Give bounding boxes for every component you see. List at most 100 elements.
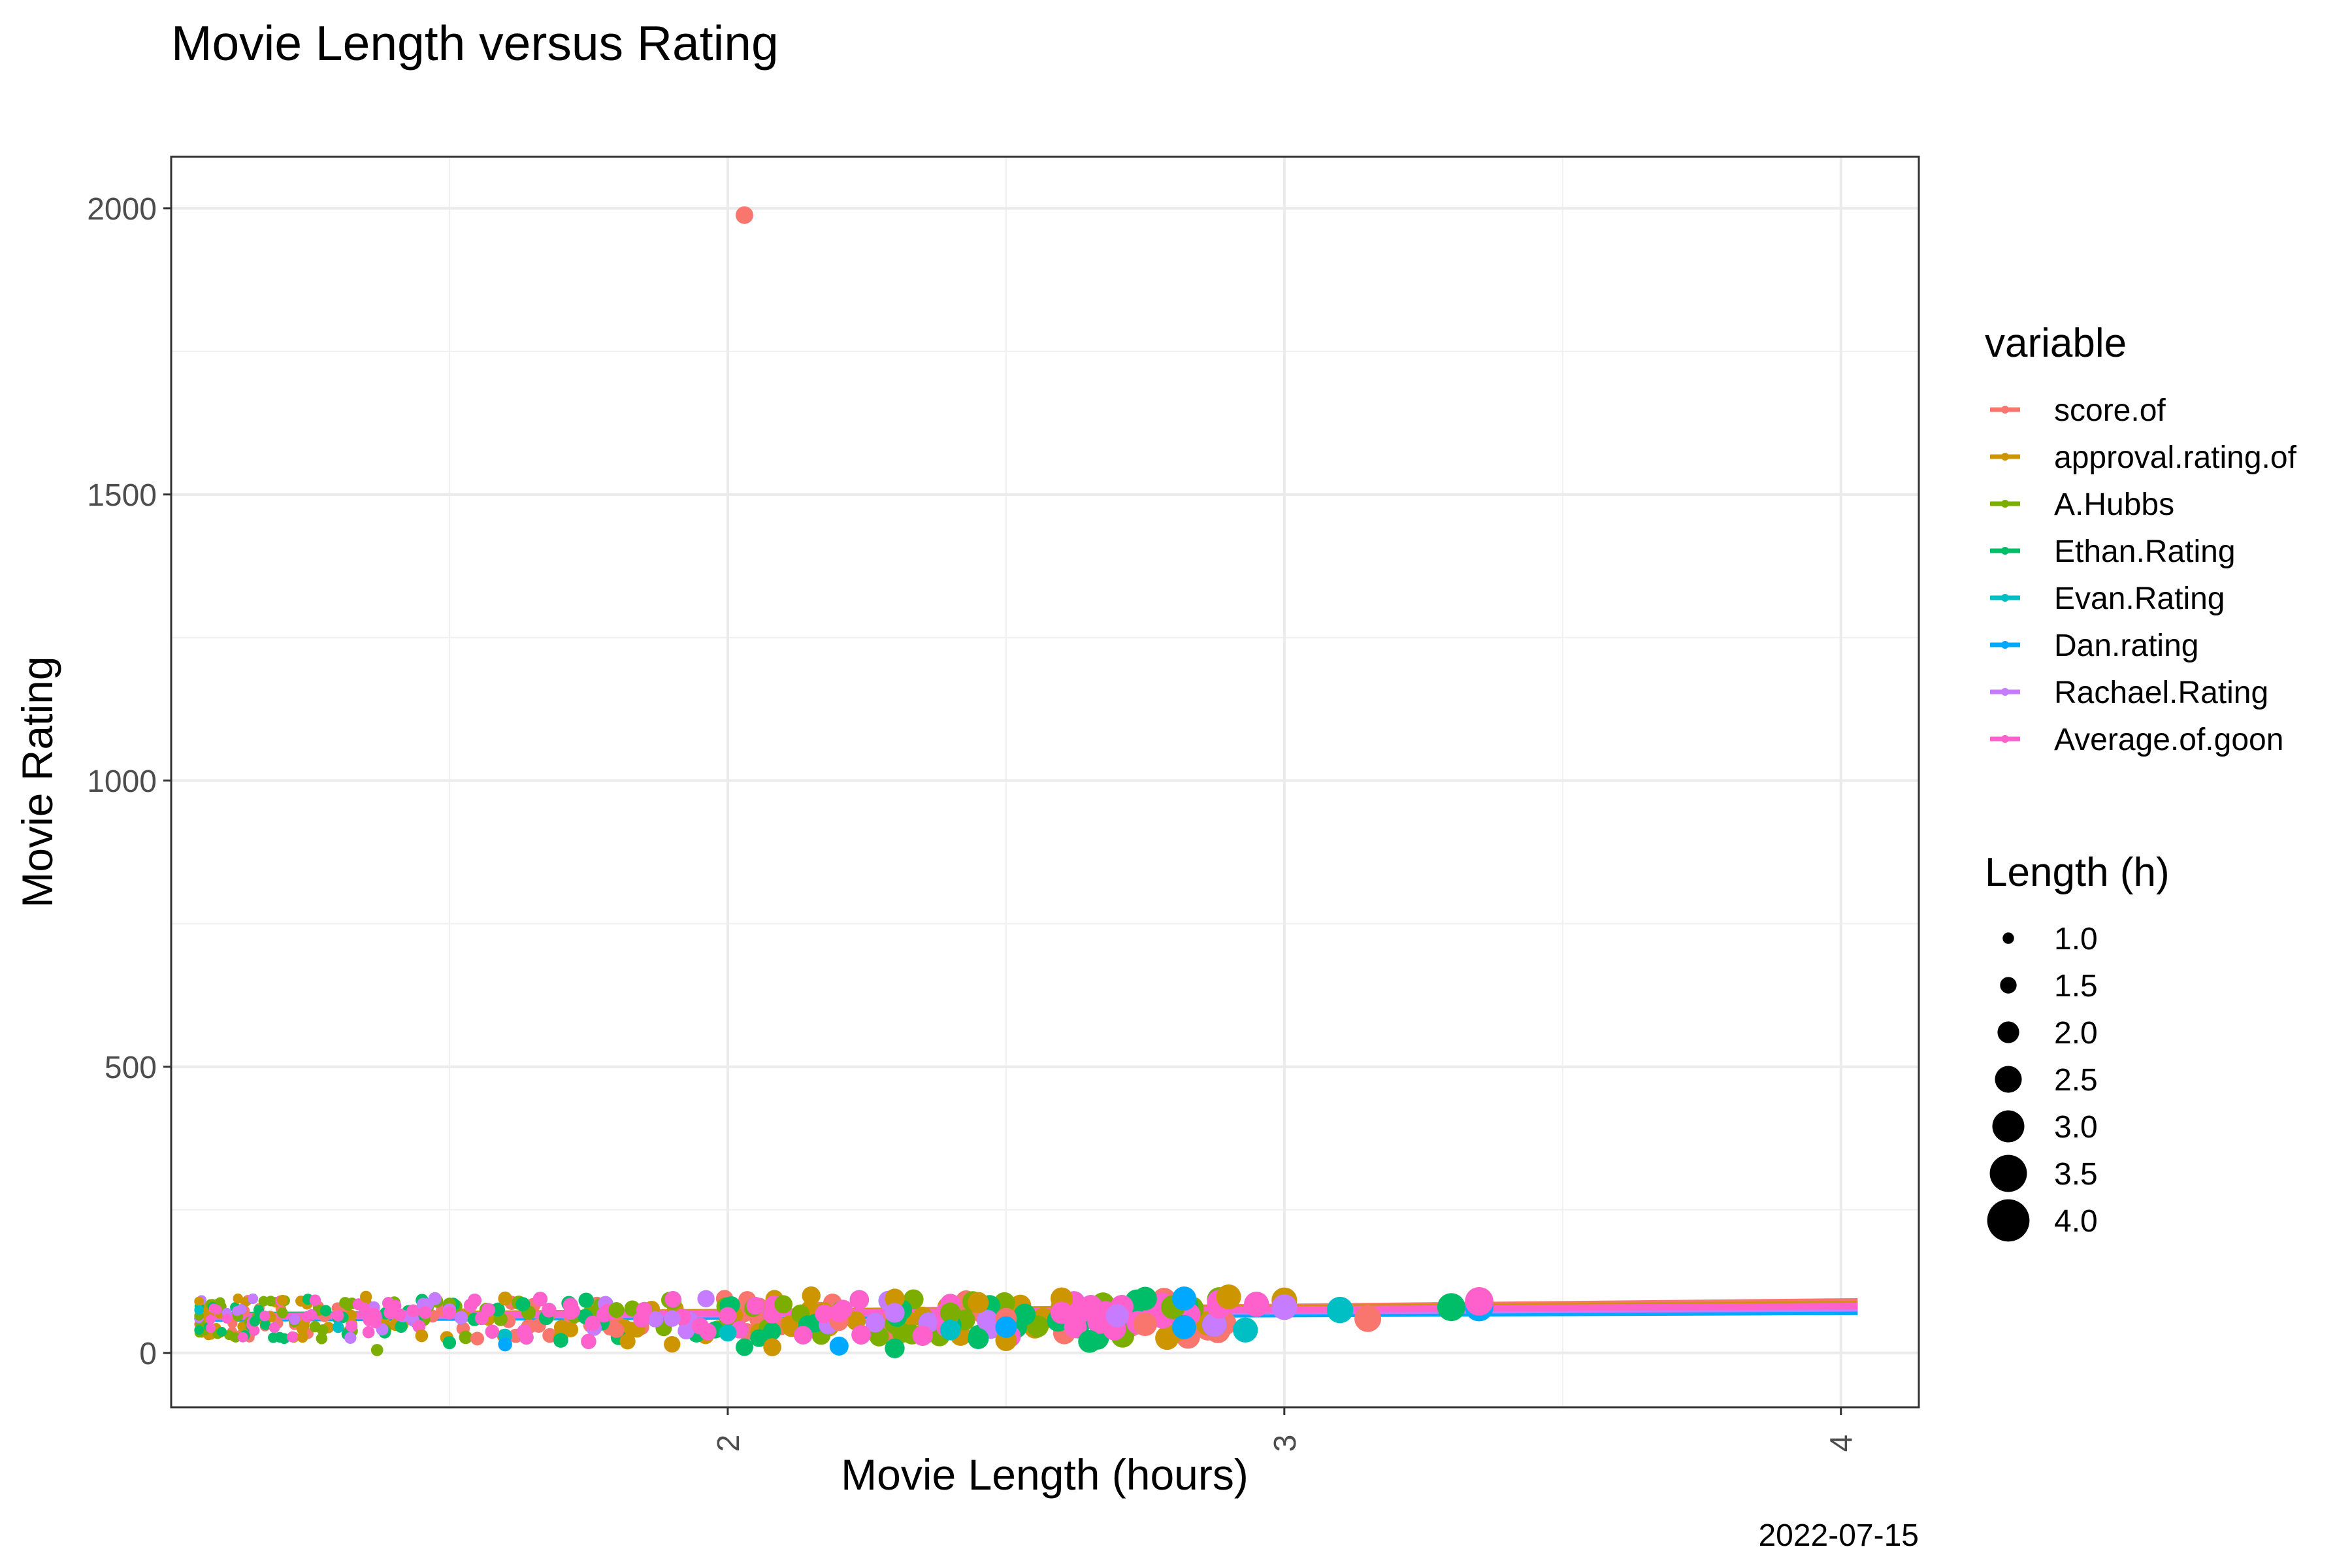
data-point [194,1296,204,1307]
cloud-point [849,1290,870,1310]
cloud-point [274,1331,286,1343]
cloud-point [339,1297,351,1309]
cloud-point [287,1331,298,1343]
data-point [885,1303,905,1323]
x-tick-label: 4 [1825,1435,1859,1452]
legend-label: Average.of.goon [2054,723,2283,757]
data-point [1271,1294,1298,1320]
plot-border [170,155,1920,1409]
cloud-point [815,1304,834,1324]
data-point [233,1293,243,1304]
cloud-point [319,1305,332,1316]
data-point [470,1331,485,1346]
cloud-point [309,1321,321,1333]
cloud-point [259,1311,270,1322]
cloud-point [532,1292,548,1307]
data-point [912,1325,933,1347]
size-legend-dot [1989,1154,2027,1192]
data-point [735,206,753,224]
cloud-point [697,1290,715,1307]
cloud-point [344,1331,357,1344]
y-tick-label: 1000 [87,764,157,799]
data-point [277,1294,288,1306]
data-point [1105,1304,1129,1328]
data-point [719,1307,737,1325]
size-legend-label: 3.5 [2054,1157,2098,1192]
data-point [1354,1305,1382,1332]
cloud-point [1064,1315,1087,1339]
chart-caption: 2022-07-15 [1758,1518,1919,1553]
color-legend-items: score.of approval.rating.of A.Hubbs Ethan.R… [1990,393,2297,757]
data-point [277,1307,288,1318]
cloud-point [892,1322,912,1343]
cloud-point [382,1297,395,1310]
size-legend-dot [1997,1021,2019,1043]
data-point [664,1310,681,1327]
data-point [442,1306,457,1320]
legend-label: Rachael.Rating [2054,676,2268,710]
plot-panel [170,155,1920,1409]
data-point [608,1322,625,1338]
cloud-point [563,1298,578,1313]
cloud-point [237,1331,248,1343]
cloud-point [269,1322,280,1333]
data-point [370,1344,384,1356]
data-point [829,1303,849,1323]
cloud-point [678,1322,695,1339]
data-point [774,1295,793,1314]
data-point [885,1288,905,1309]
size-legend: Length (h) 1.0 1.5 2.0 2.5 3.0 3.5 4.0 [1985,850,2170,1242]
legend-key-dot [2001,641,2009,649]
data-point [1465,1287,1494,1316]
data-point [1133,1312,1157,1337]
cloud-point [208,1303,219,1314]
data-point [581,1333,596,1349]
cloud-point [491,1302,505,1317]
cloud-point [517,1324,532,1339]
size-legend-label: 2.5 [2054,1063,2098,1098]
data-point [194,1325,204,1335]
cloud-point [585,1315,600,1331]
data-point [939,1302,961,1324]
legend-label: A.Hubbs [2054,487,2174,522]
cloud-point [216,1326,227,1337]
cloud-point [624,1300,641,1316]
cloud-point [316,1333,328,1345]
data-point [763,1338,781,1356]
data-point [415,1329,429,1343]
data-point [332,1321,344,1333]
legend-label: Dan.rating [2054,629,2198,663]
cloud-point [406,1304,419,1318]
data-point [885,1338,905,1358]
cloud-point [395,1320,408,1333]
data-point [194,1305,204,1315]
cloud-point [248,1293,259,1304]
data-point [619,1333,636,1350]
cloud-point [865,1313,885,1333]
cloud-point [309,1294,321,1306]
cloud-point [418,1305,432,1319]
legend-key-dot [2001,735,2009,743]
cloud-point [474,1311,489,1326]
cloud-point [699,1323,717,1341]
size-legend-title: Length (h) [1985,850,2170,895]
data-point [664,1335,681,1353]
size-legend-items: 1.0 1.5 2.0 2.5 3.0 3.5 4.0 [1987,922,2098,1242]
cloud-point [232,1305,242,1316]
cloud-point [369,1316,382,1329]
y-axis: 0 500 1000 1500 2000 [87,192,171,1371]
x-axis-title: Movie Length (hours) [841,1450,1249,1499]
cloud-point [296,1323,308,1335]
y-tick-label: 500 [105,1051,157,1085]
cloud-point [345,1320,357,1332]
size-legend-dot [1987,1199,2030,1242]
data-point [995,1316,1017,1338]
legend-key-dot [2001,500,2009,508]
cloud-point [362,1326,375,1339]
size-legend-dot [2002,932,2014,944]
size-legend-label: 1.5 [2054,969,2098,1004]
size-legend-dot [2000,977,2017,994]
cloud-point [647,1311,664,1328]
cloud-point [230,1332,241,1343]
cloud-point [205,1323,216,1333]
